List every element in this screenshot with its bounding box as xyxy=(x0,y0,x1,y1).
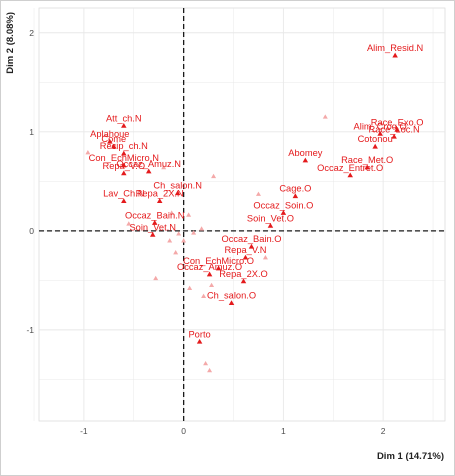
point-label: Lav_Ch.N xyxy=(103,189,144,199)
point-label: Abomey xyxy=(288,148,322,158)
point-label: Race_Exo.O xyxy=(371,117,424,127)
y-tick-label: 0 xyxy=(29,226,34,236)
point-label: Recip_ch.N xyxy=(100,141,148,151)
point-marker xyxy=(280,210,287,215)
supplementary-point-marker xyxy=(209,282,215,288)
y-tick-label: 2 xyxy=(29,28,34,38)
x-axis-label: Dim 1 (14.71%) xyxy=(377,451,444,462)
supplementary-point-marker xyxy=(201,293,207,298)
y-axis-label: Dim 2 (8.08%) xyxy=(5,12,16,74)
active-points: Alim_Resid.N Race_Exo.OAlim_Croq.ORace_Lo… xyxy=(89,43,424,344)
point-label: Come xyxy=(101,134,126,144)
supplementary-point-marker xyxy=(169,210,175,215)
supplementary-point-marker xyxy=(255,191,261,196)
point-label: Occaz_Bain.O xyxy=(222,234,282,244)
x-tick-label: 2 xyxy=(381,426,386,436)
point-marker xyxy=(267,223,274,228)
supplementary-point-marker xyxy=(181,238,187,243)
point-label: Occaz_Soin.O xyxy=(253,201,313,211)
point-marker xyxy=(248,243,255,249)
point-label: Repa_V.N xyxy=(224,245,266,255)
point-marker xyxy=(111,143,117,149)
supplementary-point-marker xyxy=(126,221,132,226)
point-marker xyxy=(240,278,247,284)
point-marker xyxy=(121,122,127,128)
point-label: Race_Loc.N xyxy=(369,124,420,134)
supplementary-point-marker xyxy=(186,212,192,217)
supplementary-point-marker xyxy=(187,285,193,291)
y-tick-label: 1 xyxy=(29,127,34,137)
supplementary-point-marker xyxy=(161,164,167,170)
point-label: Con_EchMicro.O xyxy=(183,256,254,266)
point-label: Alim_Resid.N xyxy=(367,43,423,53)
point-label: Occaz_Amuz.O xyxy=(177,262,242,272)
point-label: Ch_salon.N xyxy=(153,181,202,191)
point-label: Occaz_Entret.O xyxy=(317,163,383,173)
point-marker xyxy=(242,254,249,260)
point-label: Repa_2X.O xyxy=(219,269,268,279)
x-tick-label: -1 xyxy=(80,426,88,436)
point-label: Ch_salon.O xyxy=(207,291,256,301)
point-label: Repa_V.O xyxy=(103,161,146,171)
supplementary-point-marker xyxy=(211,173,217,179)
point-marker xyxy=(121,198,127,204)
supplementary-point-marker xyxy=(322,114,328,119)
supplementary-points xyxy=(85,114,328,373)
supplementary-point-marker xyxy=(85,149,91,155)
plot-panel xyxy=(38,7,446,422)
point-marker xyxy=(364,164,370,170)
supplementary-point-marker xyxy=(153,275,159,281)
point-label: Repa_2X.N xyxy=(136,189,184,199)
point-marker xyxy=(394,126,400,132)
x-tick-label: 1 xyxy=(281,426,286,436)
point-marker xyxy=(377,130,383,136)
point-marker xyxy=(107,138,113,144)
point-marker xyxy=(206,271,213,277)
point-label: Soin_Vet.O xyxy=(247,213,294,223)
point-label: Cage.O xyxy=(279,184,311,194)
supplementary-point-marker xyxy=(199,226,205,231)
supplementary-point-marker xyxy=(203,360,209,366)
point-marker xyxy=(391,133,397,139)
supplementary-point-marker xyxy=(207,367,213,373)
point-marker xyxy=(121,150,127,156)
supplementary-point-marker xyxy=(191,230,197,235)
supplementary-point-marker xyxy=(262,254,268,260)
reference-lines xyxy=(39,8,445,421)
point-label: Race_Met.O xyxy=(341,155,393,165)
point-marker xyxy=(347,172,353,178)
point-marker xyxy=(292,193,299,199)
supplementary-point-marker xyxy=(176,231,182,236)
y-tick-label: -1 xyxy=(26,325,34,335)
supplementary-point-marker xyxy=(173,250,179,255)
point-marker xyxy=(121,162,127,168)
point-label: Con_EchMicro.N xyxy=(89,153,159,163)
point-marker xyxy=(145,168,152,174)
point-label: Porto xyxy=(188,329,210,339)
point-marker xyxy=(174,190,181,196)
point-marker xyxy=(156,198,163,204)
point-marker xyxy=(392,52,398,58)
point-label: Aplahoue xyxy=(90,129,129,139)
point-marker xyxy=(151,220,158,225)
point-marker xyxy=(302,157,309,163)
point-marker xyxy=(196,338,203,344)
point-label: Soin_Vet.N xyxy=(129,222,176,232)
point-marker xyxy=(372,143,378,149)
point-label: Att_ch.N xyxy=(106,113,142,123)
point-marker xyxy=(215,265,222,271)
point-marker xyxy=(228,300,235,306)
point-label: Cotonou xyxy=(358,134,393,144)
point-marker xyxy=(149,231,156,237)
x-tick-label: 0 xyxy=(181,426,186,436)
point-label: Occaz_Amuz.N xyxy=(116,159,181,169)
point-label: Alim_Croq.O xyxy=(354,121,407,131)
point-marker xyxy=(121,170,127,176)
point-label: Occaz_Bain.N xyxy=(125,210,184,220)
supplementary-point-marker xyxy=(167,238,173,243)
tick-labels: -1 0 1 2 -1 0 1 2 xyxy=(26,28,385,436)
